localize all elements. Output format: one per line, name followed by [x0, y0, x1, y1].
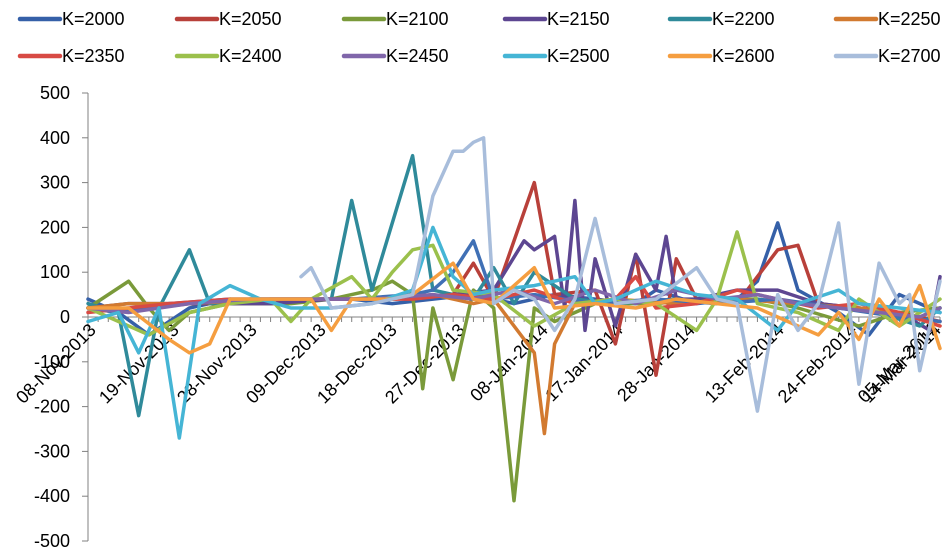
- legend-label: K=2250: [878, 9, 941, 29]
- legend-entry: K=2250: [833, 9, 941, 29]
- y-tick-label: 200: [40, 217, 70, 237]
- legend-label: K=2450: [386, 46, 449, 66]
- legend-entry: K=2700: [833, 46, 941, 66]
- y-tick-label: 500: [40, 83, 70, 103]
- legend-label: K=2050: [219, 9, 282, 29]
- legend-label: K=2700: [878, 46, 941, 66]
- legend-label: K=2000: [62, 9, 125, 29]
- y-tick-label: 400: [40, 128, 70, 148]
- legend-label: K=2500: [547, 46, 610, 66]
- legend-entry: K=2200: [667, 9, 775, 29]
- x-tick-label: 19-Nov-2013: [95, 320, 183, 408]
- legend-entry: K=2500: [502, 46, 610, 66]
- legend-label: K=2200: [712, 9, 775, 29]
- y-tick-label: -400: [34, 486, 70, 506]
- y-tick-label: 100: [40, 262, 70, 282]
- y-tick-label: -500: [34, 531, 70, 551]
- legend-label: K=2600: [712, 46, 775, 66]
- legend-entry: K=2400: [174, 46, 282, 66]
- y-tick-label: -200: [34, 397, 70, 417]
- y-tick-label: -300: [34, 441, 70, 461]
- x-tick-label: 28-Jan-2014: [613, 320, 699, 406]
- x-tick-label: 08-Nov-2013: [12, 320, 100, 408]
- legend-entry: K=2150: [502, 9, 610, 29]
- y-axis: -500 -400 -300 -200 -100 0 100 200 300 400 500: [34, 83, 89, 551]
- y-tick-label: -100: [34, 352, 70, 372]
- series-line: [86, 261, 942, 355]
- y-tick-label: 0: [60, 307, 70, 327]
- legend: K=2000 K=2050 K=2100 K=2150 K=2200 K=2250 K=23…: [17, 9, 941, 66]
- y-tick-label: 300: [40, 173, 70, 193]
- series-layer: [86, 136, 942, 503]
- legend-entry: K=2350: [17, 46, 125, 66]
- legend-label: K=2400: [219, 46, 282, 66]
- legend-label: K=2100: [386, 9, 449, 29]
- legend-entry: K=2050: [174, 9, 282, 29]
- legend-entry: K=2000: [17, 9, 125, 29]
- legend-label: K=2350: [62, 46, 125, 66]
- legend-label: K=2150: [547, 9, 610, 29]
- legend-entry: K=2450: [341, 46, 449, 66]
- legend-entry: K=2600: [667, 46, 775, 66]
- legend-entry: K=2100: [341, 9, 449, 29]
- series-line: [299, 136, 942, 413]
